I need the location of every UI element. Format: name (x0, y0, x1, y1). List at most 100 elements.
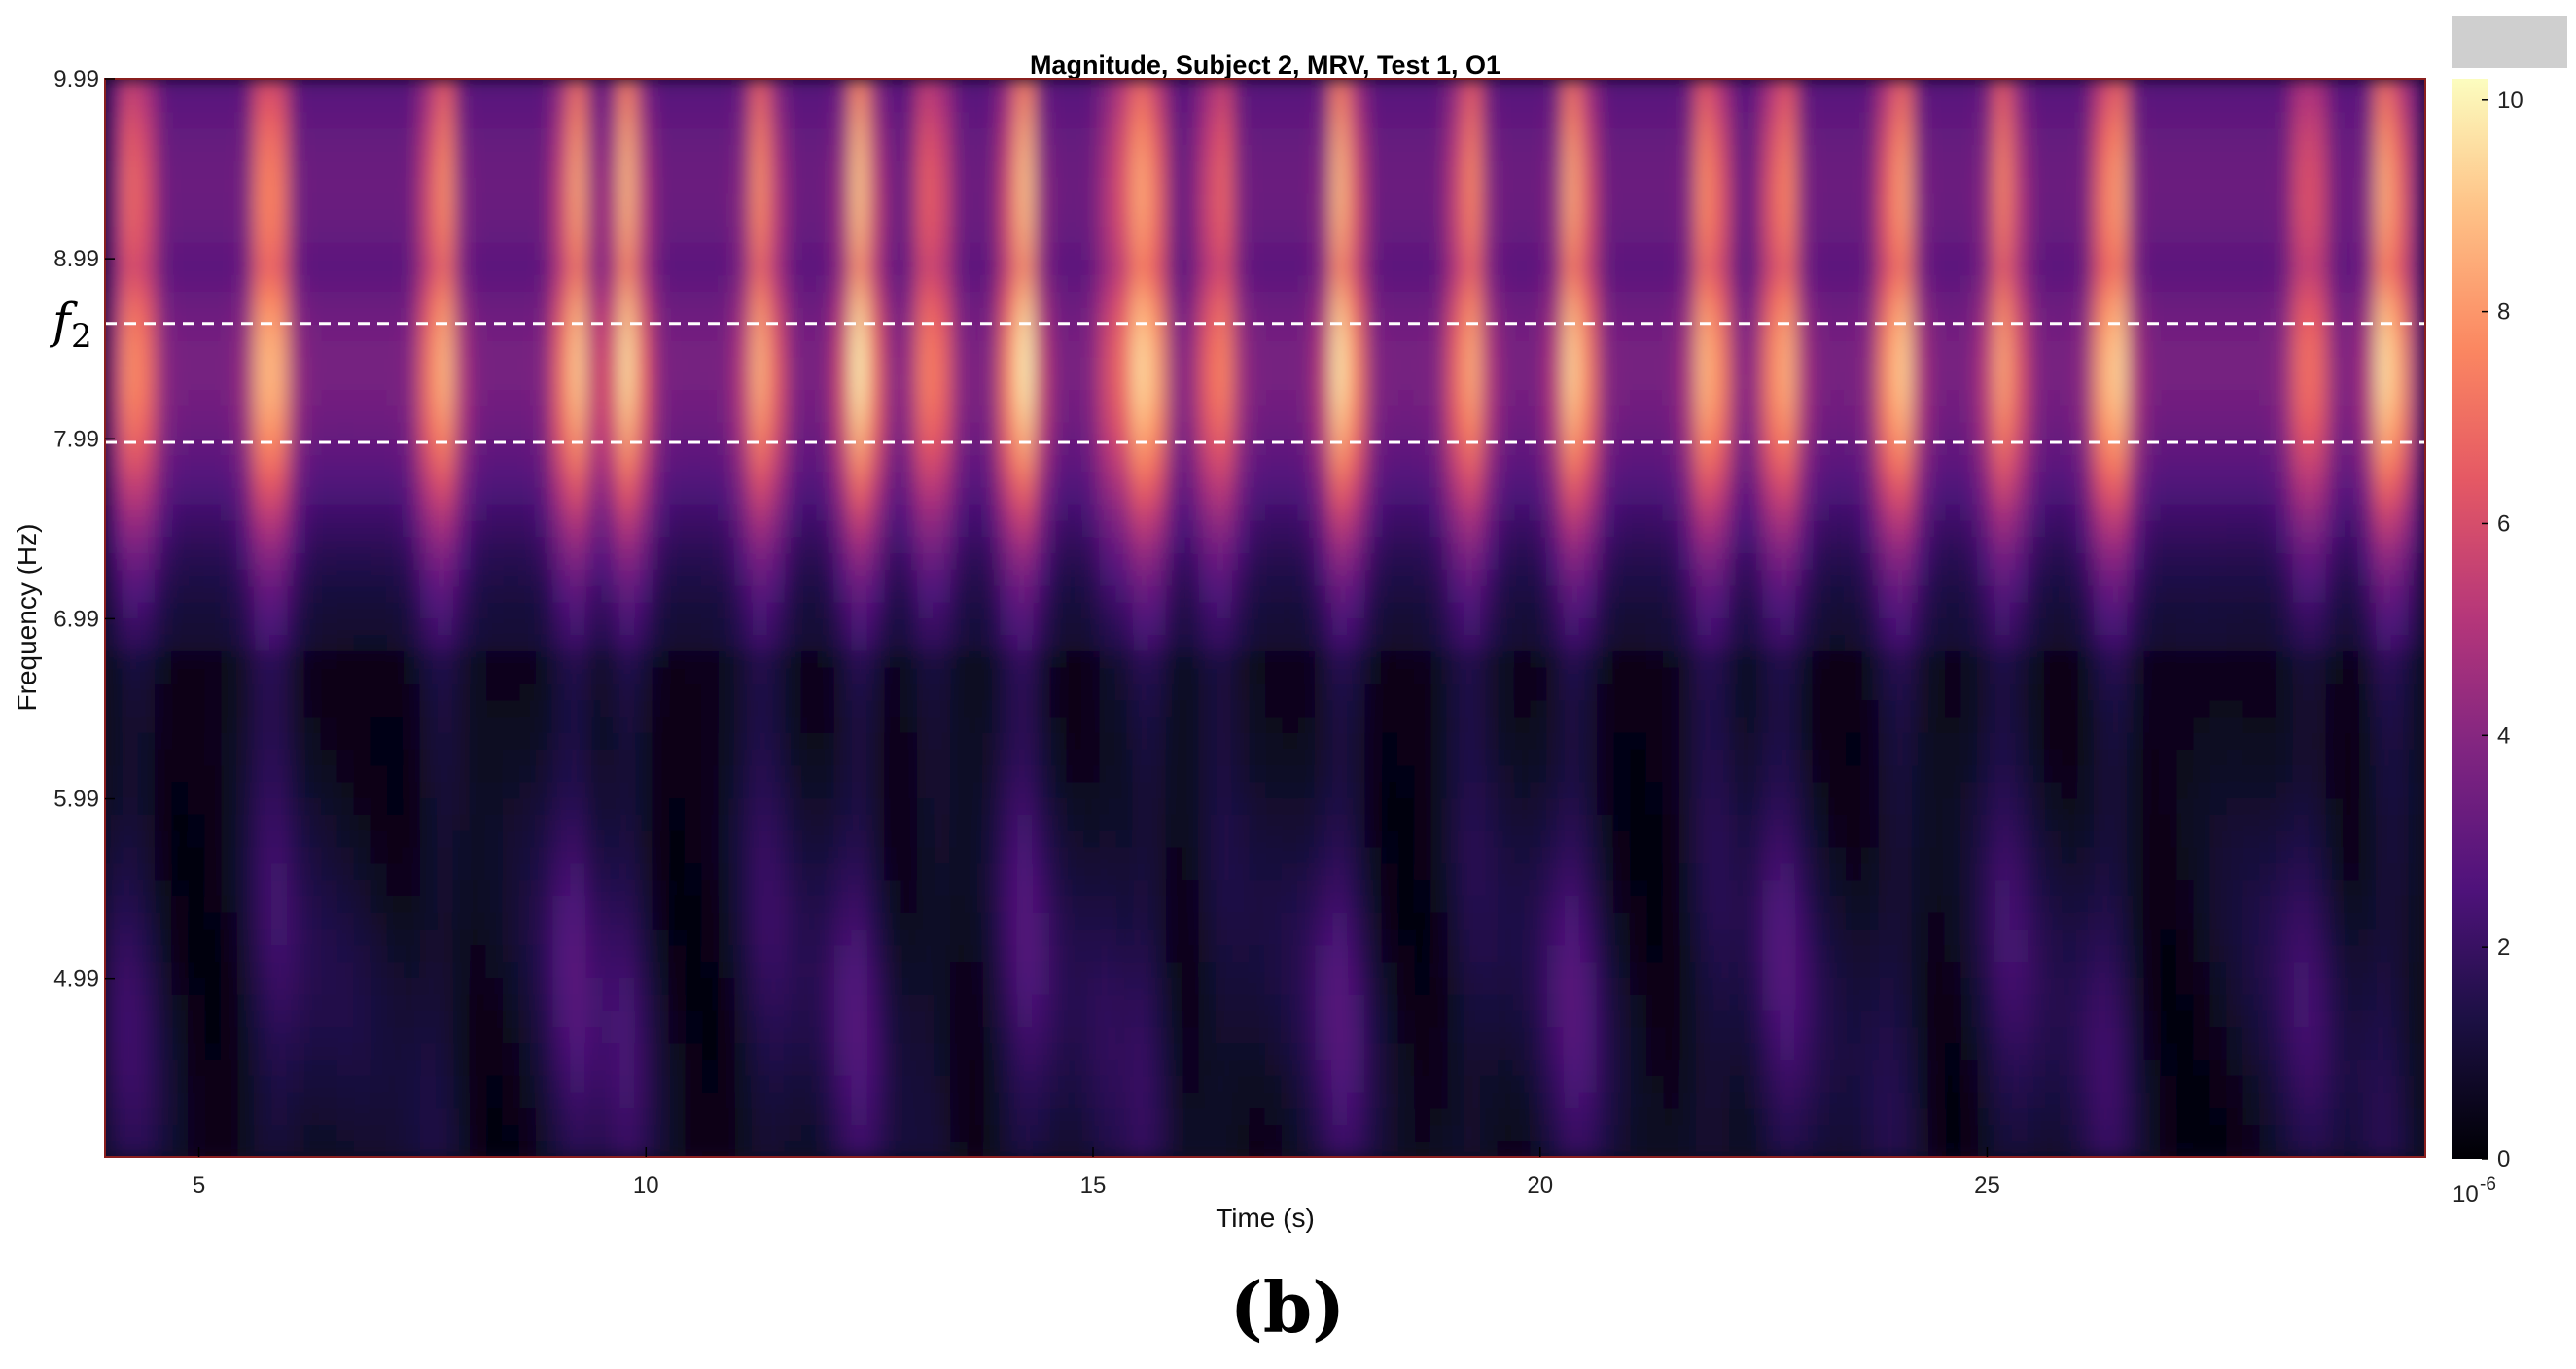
heatmap-cell (1198, 944, 1217, 963)
heatmap-cell (718, 536, 736, 554)
heatmap-cell (884, 339, 901, 358)
heatmap-cell (519, 650, 537, 668)
heatmap-cell (1298, 193, 1316, 211)
heatmap-cell (1049, 781, 1068, 799)
heatmap-cell (1348, 569, 1365, 586)
heatmap-cell (452, 339, 471, 358)
heatmap-cell (1249, 242, 1266, 260)
heatmap-cell (718, 372, 736, 391)
heatmap-cell (155, 274, 172, 293)
heatmap-cell (867, 127, 885, 145)
heatmap-cell (469, 862, 487, 881)
heatmap-cell (734, 699, 753, 718)
heatmap-cell (1182, 666, 1200, 684)
heatmap-cell (188, 372, 205, 391)
heatmap-cell (884, 94, 901, 113)
heatmap-cell (204, 1009, 223, 1028)
heatmap-cell (370, 226, 388, 243)
heatmap-cell (105, 895, 123, 913)
heatmap-cell (884, 1141, 901, 1157)
heatmap-cell (536, 160, 553, 178)
heatmap-cell (552, 994, 570, 1011)
heatmap-cell (237, 471, 256, 488)
heatmap-cell (867, 666, 885, 684)
heatmap-cell (685, 503, 703, 521)
heatmap-cell (436, 144, 454, 161)
heatmap-cell (1082, 732, 1101, 750)
heatmap-cell (171, 748, 189, 766)
heatmap-cell (254, 438, 272, 456)
heatmap-cell (237, 1124, 256, 1141)
heatmap-cell (850, 519, 868, 538)
heatmap-cell (884, 1059, 901, 1076)
heatmap-cell (254, 291, 272, 308)
heatmap-cell (105, 650, 123, 668)
heatmap-cell (685, 79, 703, 96)
heatmap-cell (138, 405, 156, 423)
heatmap-cell (734, 1009, 753, 1028)
heatmap-cell (1000, 258, 1018, 276)
heatmap-cell (403, 193, 421, 211)
heatmap-cell (833, 94, 852, 113)
heatmap-cell (718, 226, 736, 243)
heatmap-cell (833, 111, 852, 129)
heatmap-cell (270, 895, 289, 913)
heatmap-cell (817, 176, 835, 194)
heatmap-cell (1165, 324, 1183, 341)
heatmap-cell (1182, 389, 1200, 406)
heatmap-cell (850, 617, 868, 636)
heatmap-cell (1115, 111, 1134, 129)
heatmap-cell (221, 160, 239, 178)
heatmap-cell (1348, 584, 1365, 603)
heatmap-cell (370, 274, 388, 293)
heatmap-cell (536, 405, 553, 423)
heatmap-cell (336, 127, 355, 145)
heatmap-cell (1215, 519, 1233, 538)
heatmap-cell (569, 862, 586, 881)
heatmap-cell (1132, 552, 1150, 570)
heatmap-cell (850, 912, 868, 930)
heatmap-cell (817, 307, 835, 325)
heatmap-cell (469, 552, 487, 570)
heatmap-cell (386, 454, 405, 473)
heatmap-cell (900, 291, 918, 308)
heatmap-cell (934, 732, 951, 750)
heatmap-cell (188, 389, 205, 406)
heatmap-cell (171, 274, 189, 293)
heatmap-cell (336, 242, 355, 260)
heatmap-cell (800, 1009, 819, 1028)
heatmap-cell (353, 307, 371, 325)
heatmap-cell (122, 814, 139, 831)
heatmap-cell (270, 634, 289, 651)
heatmap-cell (685, 471, 703, 488)
heatmap-cell (503, 1042, 520, 1060)
heatmap-cell (900, 454, 918, 473)
heatmap-cell (734, 274, 753, 293)
heatmap-cell (486, 503, 504, 521)
heatmap-cell (436, 389, 454, 406)
heatmap-cell (370, 471, 388, 488)
heatmap-cell (917, 209, 935, 227)
heatmap-cell (303, 144, 322, 161)
heatmap-cell (270, 977, 289, 995)
heatmap-cell (287, 977, 305, 995)
heatmap-cell (452, 405, 471, 423)
heatmap-cell (1165, 617, 1183, 636)
heatmap-cell (1182, 258, 1200, 276)
heatmap-cell (784, 193, 802, 211)
heatmap-cell (1331, 372, 1349, 391)
heatmap-cell (784, 846, 802, 864)
heatmap-cell (303, 356, 322, 374)
heatmap-cell (204, 650, 223, 668)
heatmap-cell (1099, 748, 1117, 766)
heatmap-cell (867, 274, 885, 293)
heatmap-cell (950, 1042, 968, 1060)
heatmap-cell (1115, 226, 1134, 243)
heatmap-cell (204, 1091, 223, 1109)
heatmap-cell (983, 454, 1002, 473)
heatmap-cell (254, 1059, 272, 1076)
heatmap-cell (685, 176, 703, 194)
heatmap-cell (122, 242, 139, 260)
heatmap-cell (469, 339, 487, 358)
heatmap-cell (983, 977, 1002, 995)
